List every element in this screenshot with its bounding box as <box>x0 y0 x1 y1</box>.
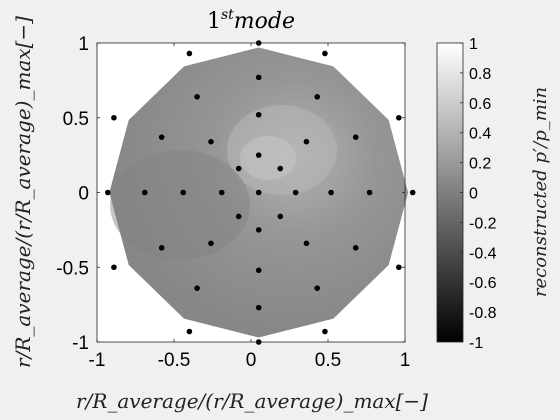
sensor-point <box>292 189 299 196</box>
sensor-point <box>208 240 214 247</box>
sensor-point <box>314 285 321 291</box>
sensor-point <box>322 328 328 335</box>
sensor-point <box>158 134 165 140</box>
sensor-point <box>255 189 262 196</box>
light-lobe-core <box>240 136 296 180</box>
sensor-point <box>314 94 321 100</box>
sensor-point <box>208 138 214 145</box>
sensor-point <box>303 138 310 145</box>
colorbar-label: reconstructed p′/p_min <box>530 87 551 297</box>
colorbar-tick-label: 0.6 <box>469 96 491 113</box>
sensor-point <box>255 111 262 118</box>
sensor-point <box>366 189 373 196</box>
sensor-point <box>180 189 187 196</box>
x-tick-label: 1 <box>400 350 411 371</box>
colorbar-tick-label: -0.6 <box>469 275 497 292</box>
sensor-point <box>277 213 284 220</box>
x-tick-label: 0.5 <box>315 350 341 371</box>
y-tick-label: 1 <box>78 34 89 55</box>
y-axis-label: r/R_average/(r/R_average)_max[−] <box>11 16 35 368</box>
colorbar-tick-label: -0.4 <box>469 245 497 262</box>
sensor-point <box>186 50 193 57</box>
sensor-point <box>396 264 402 271</box>
sensor-point <box>255 304 262 311</box>
sensor-point <box>111 264 117 271</box>
colorbar-tick-label: -0.2 <box>469 215 497 232</box>
sensor-point <box>194 285 200 291</box>
sensor-point <box>158 245 165 251</box>
sensor-point <box>328 189 334 196</box>
x-axis-label: r/R_average/(r/R_average)_max[−] <box>76 389 428 413</box>
colorbar-ticks: 1 0.8 0.6 0.4 0.2 0 -0.2 -0.4 -0.6 -0.8 -1 <box>460 36 497 352</box>
sensor-point <box>277 165 284 172</box>
sensor-point <box>255 152 262 158</box>
y-tick-label: -1 <box>72 333 89 354</box>
sensor-point <box>409 189 416 196</box>
sensor-point <box>194 94 200 100</box>
sensor-point <box>235 165 242 172</box>
sensor-point <box>352 134 359 140</box>
sensor-point <box>218 189 225 196</box>
sensor-point <box>396 114 402 121</box>
x-tick-label: 0 <box>246 350 257 371</box>
sensor-point <box>235 213 242 220</box>
y-tick-label: 0 <box>78 184 89 205</box>
x-ticks: -1 -0.5 0 0.5 1 <box>89 43 411 371</box>
colorbar-tick-label: 0.4 <box>469 126 491 143</box>
chart-title: 1stmode <box>207 7 295 34</box>
sensor-points <box>104 40 416 345</box>
sensor-point <box>352 245 359 251</box>
field-lobes <box>110 105 337 260</box>
y-tick-label: -0.5 <box>56 258 89 279</box>
colorbar-tick-label: -0.8 <box>469 305 497 322</box>
x-tick-label: -0.5 <box>158 350 191 371</box>
sensor-point <box>186 328 193 335</box>
sensor-point <box>104 189 111 196</box>
dark-lobe <box>110 150 250 260</box>
sensor-point <box>255 74 262 81</box>
y-tick-label: 0.5 <box>63 109 89 130</box>
y-ticks: -1 -0.5 0 0.5 1 <box>56 34 405 354</box>
x-tick-label: -1 <box>89 350 106 371</box>
colorbar-tick-label: 1 <box>469 36 478 53</box>
sensor-point <box>255 267 262 274</box>
sensor-point <box>322 50 328 57</box>
colorbar <box>436 42 464 343</box>
sensor-point <box>255 227 262 233</box>
colorbar-tick-label: 0.2 <box>469 156 491 173</box>
sensor-point <box>111 114 117 121</box>
colorbar-tick-label: -1 <box>469 335 483 352</box>
colorbar-tick-label: 0.8 <box>469 66 491 83</box>
sensor-point <box>141 189 148 196</box>
colorbar-tick-label: 0 <box>469 186 478 203</box>
sensor-point <box>303 240 310 247</box>
